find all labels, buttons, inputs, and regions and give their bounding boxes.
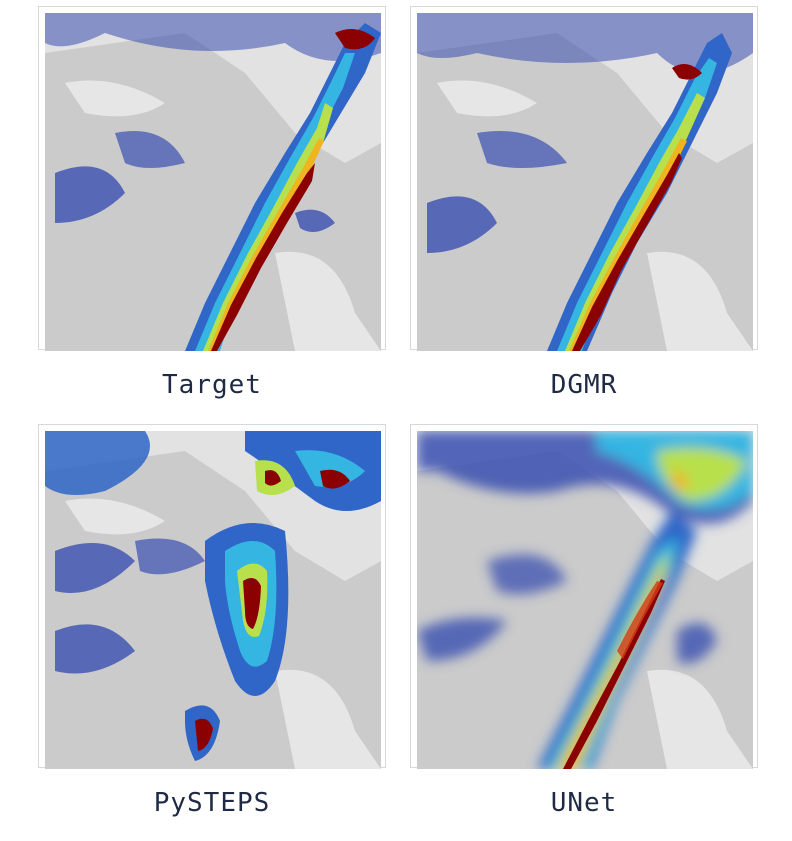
panel-label: UNet xyxy=(550,788,618,818)
pysteps-image xyxy=(38,424,386,769)
panel-label: PySTEPS xyxy=(153,788,271,818)
unet-image xyxy=(410,424,758,769)
panel-label: Target xyxy=(162,370,262,400)
panel-label: DGMR xyxy=(550,370,618,400)
dgmr-radar-map xyxy=(417,13,753,351)
target-image xyxy=(38,6,386,351)
unet-radar-map xyxy=(417,431,753,769)
dgmr-image xyxy=(410,6,758,351)
pysteps-radar-map xyxy=(45,431,381,769)
target-radar-map xyxy=(45,13,381,351)
